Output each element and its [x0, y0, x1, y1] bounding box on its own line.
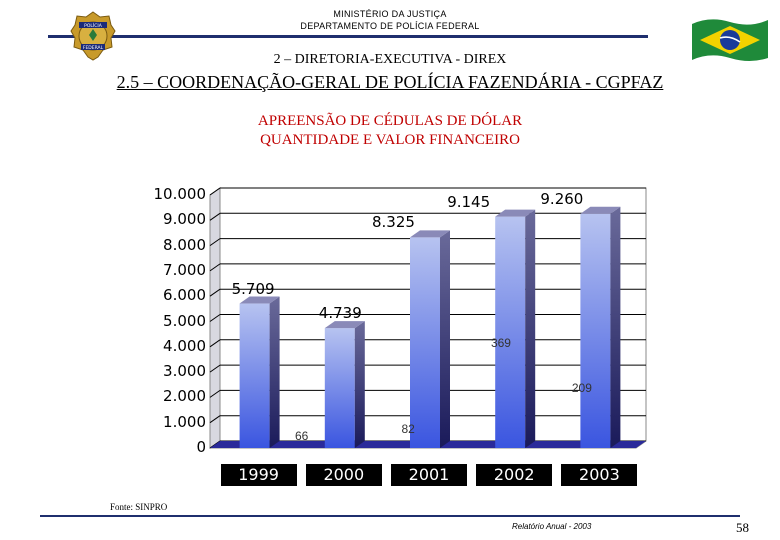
secondary-value-label: 66 [294, 429, 309, 444]
secondary-value-label: 369 [490, 335, 511, 350]
y-tick-label: 8.000 [163, 235, 206, 254]
page-number: 58 [736, 520, 749, 535]
coordination-title: 2.5 – COORDENAÇÃO-GERAL DE POLÍCIA FAZEN… [116, 72, 664, 92]
bar-top [580, 206, 621, 214]
gridline-side [209, 364, 221, 373]
bar [410, 237, 440, 448]
bar-top [324, 321, 365, 329]
bar-top [239, 296, 280, 304]
bar [495, 216, 526, 448]
bar [324, 328, 355, 448]
y-tick-label: 3.000 [163, 362, 206, 381]
ministry-title: MINISTÉRIO DA JUSTIÇA [333, 9, 447, 19]
bar-side [354, 321, 365, 448]
police-badge-logo: POLÍCIA FEDERAL [70, 11, 116, 61]
footer-rule [40, 515, 740, 517]
value-label: 8.325 [372, 213, 415, 232]
y-tick-label: 1.000 [163, 412, 206, 431]
badge-bottom-text: FEDERAL [83, 45, 104, 51]
value-label: 9.145 [447, 192, 491, 211]
y-tick-label: 6.000 [163, 286, 206, 305]
header-rule [48, 35, 648, 38]
gridline-side [209, 187, 221, 196]
gridline-side [209, 415, 221, 424]
gridline-side [209, 288, 221, 297]
x-tick-label: 2001 [391, 464, 467, 486]
x-tick-label: 1999 [220, 464, 297, 486]
y-tick-label: 5.000 [163, 311, 206, 330]
bar-side [440, 230, 450, 448]
gridline-side [209, 314, 221, 322]
secondary-value-label: 209 [571, 381, 592, 396]
y-tick-label: 10.000 [153, 185, 207, 203]
department-title: DEPARTAMENTO DE POLÍCIA FEDERAL [300, 21, 480, 31]
bar-side [610, 206, 621, 448]
gridline-side [209, 238, 221, 247]
bar-side [525, 209, 536, 448]
chart-title-line2: QUANTIDADE E VALOR FINANCEIRO [260, 132, 520, 148]
value-label: 5.709 [231, 279, 275, 298]
x-tick-label: 2000 [305, 464, 382, 486]
bar-side [269, 296, 280, 448]
directorate-title: 2 – DIRETORIA-EXECUTIVA - DIREX [273, 52, 507, 67]
value-label: 4.739 [318, 304, 362, 323]
y-tick-label: 9.000 [163, 210, 206, 229]
gridline-side [209, 212, 221, 221]
y-tick-label: 2.000 [163, 387, 206, 406]
chart-title-line1: APREENSÃO DE CÉDULAS DE DÓLAR [257, 113, 523, 129]
secondary-value-label: 82 [401, 421, 415, 436]
brazil-flag-icon [692, 19, 768, 61]
bar [239, 303, 270, 448]
x-tick-label: 2002 [476, 464, 553, 486]
gridline-side [209, 339, 221, 348]
y-tick-label: 4.000 [163, 336, 206, 355]
report-name: Relatório Anual - 2003 [512, 522, 592, 531]
gridline-side [209, 389, 221, 398]
x-tick-label: 2003 [561, 464, 638, 486]
y-tick-label: 0 [196, 438, 206, 456]
badge-top-text: POLÍCIA [84, 22, 103, 29]
bar [580, 213, 611, 448]
source-note: Fonte: SINPRO [110, 502, 168, 512]
y-tick-label: 7.000 [163, 260, 206, 279]
bar-top [410, 230, 450, 238]
gridline-side [209, 263, 221, 272]
value-label: 9.260 [540, 189, 584, 208]
bar-top [495, 209, 536, 217]
